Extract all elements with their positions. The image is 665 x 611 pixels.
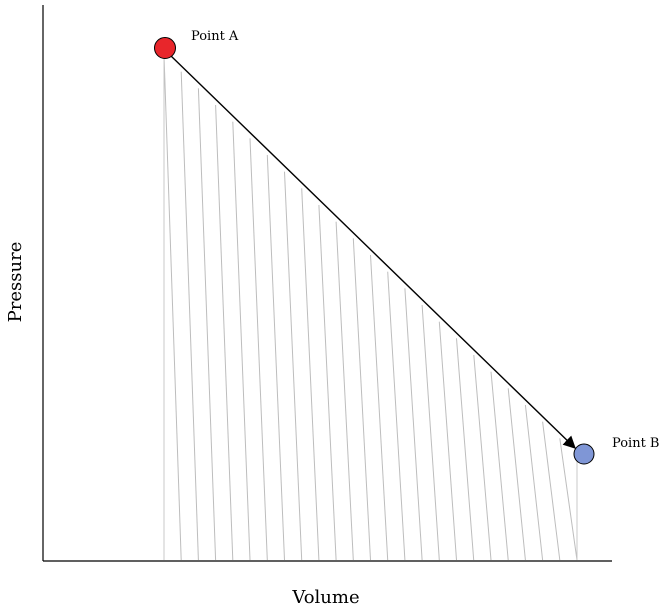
hatch-line [559,438,578,561]
y-axis-label: Pressure [5,242,26,323]
hatch-line [180,71,199,561]
hatch-line [507,388,526,561]
hatch-line [352,238,371,561]
hatch-line [542,421,561,561]
hatch-line [284,171,303,561]
point-b-label: Point B [612,436,660,451]
hatch-line [301,188,320,561]
hatch-line [266,154,285,561]
hatch-line [318,204,337,561]
hatch-line [456,338,475,561]
hatch-line [387,271,406,561]
x-axis-label: Volume [291,587,359,608]
hatch-line [163,54,182,561]
hatch-line [473,354,492,561]
hatch-line [524,404,544,561]
hatch-line [421,304,440,561]
hatch-line [370,254,389,561]
hatch-line [490,371,509,561]
hatch-line [335,221,354,561]
point-b-marker [573,443,595,465]
point-a-label: Point A [191,29,239,44]
hatch-line [404,288,423,561]
hatch-line [249,138,268,561]
hatch-line [197,88,217,561]
hatch-line [215,104,234,561]
hatch-line [438,321,457,561]
hatch-line [232,121,251,561]
work-area-hatching [163,54,578,561]
point-a-marker [154,37,176,59]
process-arrow [169,54,576,449]
